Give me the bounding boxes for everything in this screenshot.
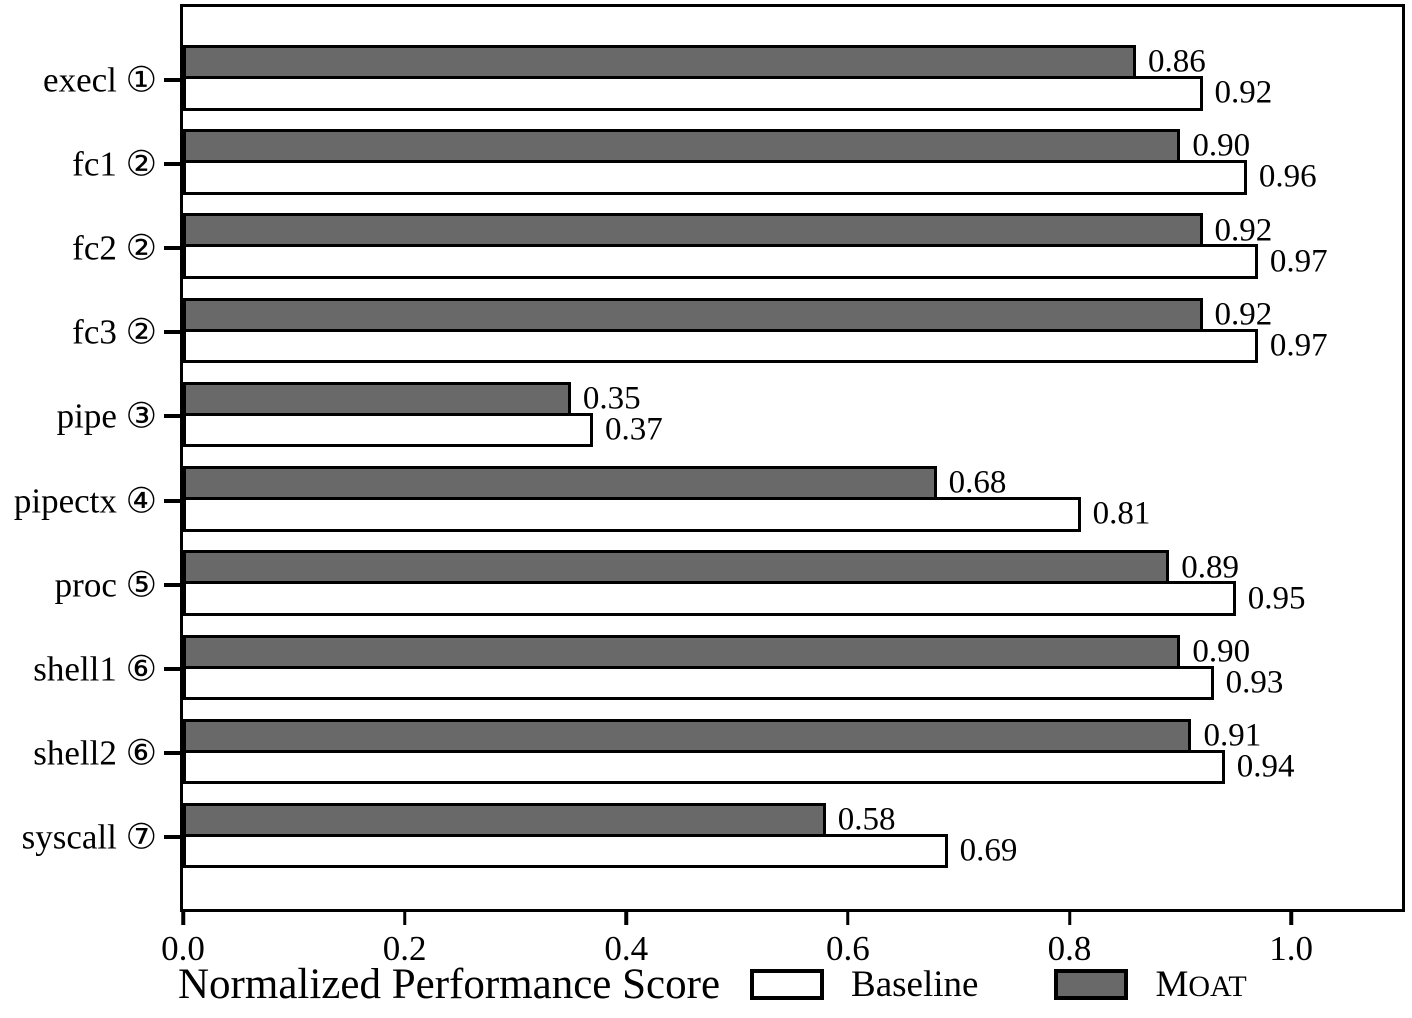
legend-label-baseline: Baseline [851, 964, 979, 1005]
y-tick-mark [164, 161, 180, 166]
x-tick-mark [402, 912, 407, 925]
bar-value-label: 0.94 [1236, 748, 1295, 785]
bar-value-label: 0.92 [1214, 212, 1273, 249]
bar-value-label: 0.97 [1269, 327, 1328, 364]
bar-group-proc: proc ⑤ 0.89 0.95 [55, 550, 1402, 619]
x-tick-label-0.2: 0.2 [382, 929, 427, 968]
bar-group-pipectx: pipectx ④ 0.68 0.81 [14, 466, 1402, 535]
x-tick-label-0.0: 0.0 [161, 929, 205, 968]
baseline-bar-fc3: 0.97 [183, 328, 1328, 364]
moat-bar-execl: 0.86 [183, 45, 1206, 80]
bar-group-shell2: shell2 ⑥ 0.91 0.94 [33, 718, 1402, 788]
baseline-bar-fc1: 0.96 [183, 160, 1317, 195]
bar-value-label: 0.81 [1092, 495, 1151, 532]
axis-label-and-legend-row: Normalized Performance Score Baseline MOA… [178, 963, 1247, 1006]
moat-bar-fc3: 0.92 [183, 297, 1272, 333]
bar-value-label: 0.92 [1214, 296, 1273, 333]
y-tick-mark [164, 77, 180, 82]
bar-value-label: 0.96 [1258, 158, 1317, 195]
y-tick-mark [164, 414, 180, 419]
moat-bar-fc1: 0.90 [183, 129, 1250, 164]
y-tick-mark [164, 751, 180, 756]
y-tick-label-fc1: fc1 ② [72, 144, 157, 184]
bar-value-label: 0.37 [605, 411, 663, 448]
moat-bar-pipectx: 0.68 [183, 466, 1006, 501]
y-tick-label-shell2: shell2 ⑥ [33, 733, 157, 773]
bar-group-pipe: pipe ③ 0.35 0.37 [57, 381, 1402, 451]
moat-bar-proc: 0.89 [183, 550, 1239, 585]
bar-value-label: 0.97 [1269, 243, 1328, 280]
x-tick-mark [624, 912, 629, 925]
y-tick-label-pipectx: pipectx ④ [13, 481, 157, 521]
x-tick-label-1.0: 1.0 [1269, 929, 1314, 968]
bar-value-label: 0.89 [1181, 549, 1240, 586]
y-tick-label-fc3: fc3 ② [72, 312, 157, 352]
x-tick-mark [1289, 912, 1293, 925]
moat-bar-shell2: 0.91 [183, 718, 1261, 754]
baseline-bar-shell1: 0.93 [183, 665, 1283, 701]
baseline-bar-pipe: 0.37 [183, 412, 663, 448]
y-tick-mark [164, 667, 180, 672]
y-tick-label-execl: execl ① [43, 60, 157, 99]
bar-value-label: 0.92 [1214, 74, 1273, 111]
legend-swatch-moat [1054, 969, 1129, 1000]
bar-group-execl: execl ① 0.86 0.92 [43, 45, 1402, 114]
x-tick-mark [846, 912, 850, 925]
y-tick-mark [164, 582, 180, 587]
x-axis-label: Normalized Performance Score [178, 961, 721, 1008]
bar-value-label: 0.95 [1247, 580, 1306, 617]
baseline-bar-proc: 0.95 [183, 581, 1306, 616]
moat-bar-pipe: 0.35 [183, 381, 641, 417]
legend-entry-baseline: Baseline [750, 966, 978, 1003]
bar-value-label: 0.68 [948, 464, 1007, 501]
y-tick-mark [164, 245, 180, 250]
x-tick-label-0.6: 0.6 [826, 929, 870, 968]
moat-bar-syscall: 0.58 [183, 802, 895, 838]
y-tick-mark [164, 330, 180, 335]
bar-value-label: 0.58 [837, 801, 896, 838]
bar-group-syscall: syscall ⑦ 0.58 0.69 [22, 802, 1402, 872]
legend: Baseline MOAT [750, 966, 1247, 1003]
y-tick-mark [164, 835, 180, 840]
baseline-bar-fc2: 0.97 [183, 244, 1328, 279]
bar-value-label: 0.90 [1192, 127, 1251, 164]
moat-bar-shell1: 0.90 [183, 634, 1250, 670]
x-tick-label-0.8: 0.8 [1047, 929, 1092, 968]
bar-value-label: 0.90 [1192, 633, 1251, 670]
y-tick-mark [164, 498, 180, 503]
bar-value-label: 0.93 [1225, 664, 1284, 701]
bar-group-fc3: fc3 ② 0.92 0.97 [72, 297, 1402, 367]
legend-label-moat: MOAT [1155, 964, 1247, 1005]
bar-value-label: 0.86 [1148, 43, 1206, 80]
bar-value-label: 0.35 [582, 380, 641, 417]
y-tick-label-proc: proc ⑤ [54, 565, 157, 605]
y-tick-label-shell1: shell1 ⑥ [33, 649, 157, 689]
plot-area: execl ① 0.86 0.92 fc1 ② 0.90 0.96 fc2 ② 0.92 0.9… [14, 4, 1405, 966]
bar-value-label: 0.91 [1203, 717, 1262, 754]
y-tick-label-fc2: fc2 ② [72, 228, 157, 268]
y-tick-label-syscall: syscall ⑦ [21, 817, 157, 857]
bar-group-shell1: shell1 ⑥ 0.90 0.93 [33, 634, 1402, 704]
baseline-bar-execl: 0.92 [183, 76, 1272, 111]
baseline-bar-pipectx: 0.81 [183, 497, 1150, 532]
bar-groups: execl ① 0.86 0.92 fc1 ② 0.90 0.96 fc2 ② 0.92 0.9… [14, 7, 1402, 909]
legend-swatch-baseline [750, 969, 825, 1000]
x-tick-mark [181, 912, 185, 925]
baseline-bar-syscall: 0.69 [183, 833, 1017, 869]
bar-group-fc2: fc2 ② 0.92 0.97 [72, 213, 1402, 282]
bar-value-label: 0.69 [959, 832, 1018, 869]
moat-bar-fc2: 0.92 [183, 213, 1272, 248]
bar-group-fc1: fc1 ② 0.90 0.96 [72, 129, 1402, 198]
x-tick-mark [1067, 912, 1072, 925]
y-tick-label-pipe: pipe ③ [56, 396, 157, 436]
legend-entry-moat: MOAT [1054, 964, 1247, 1005]
baseline-bar-shell2: 0.94 [183, 749, 1294, 785]
x-tick-label-0.4: 0.4 [604, 929, 649, 968]
